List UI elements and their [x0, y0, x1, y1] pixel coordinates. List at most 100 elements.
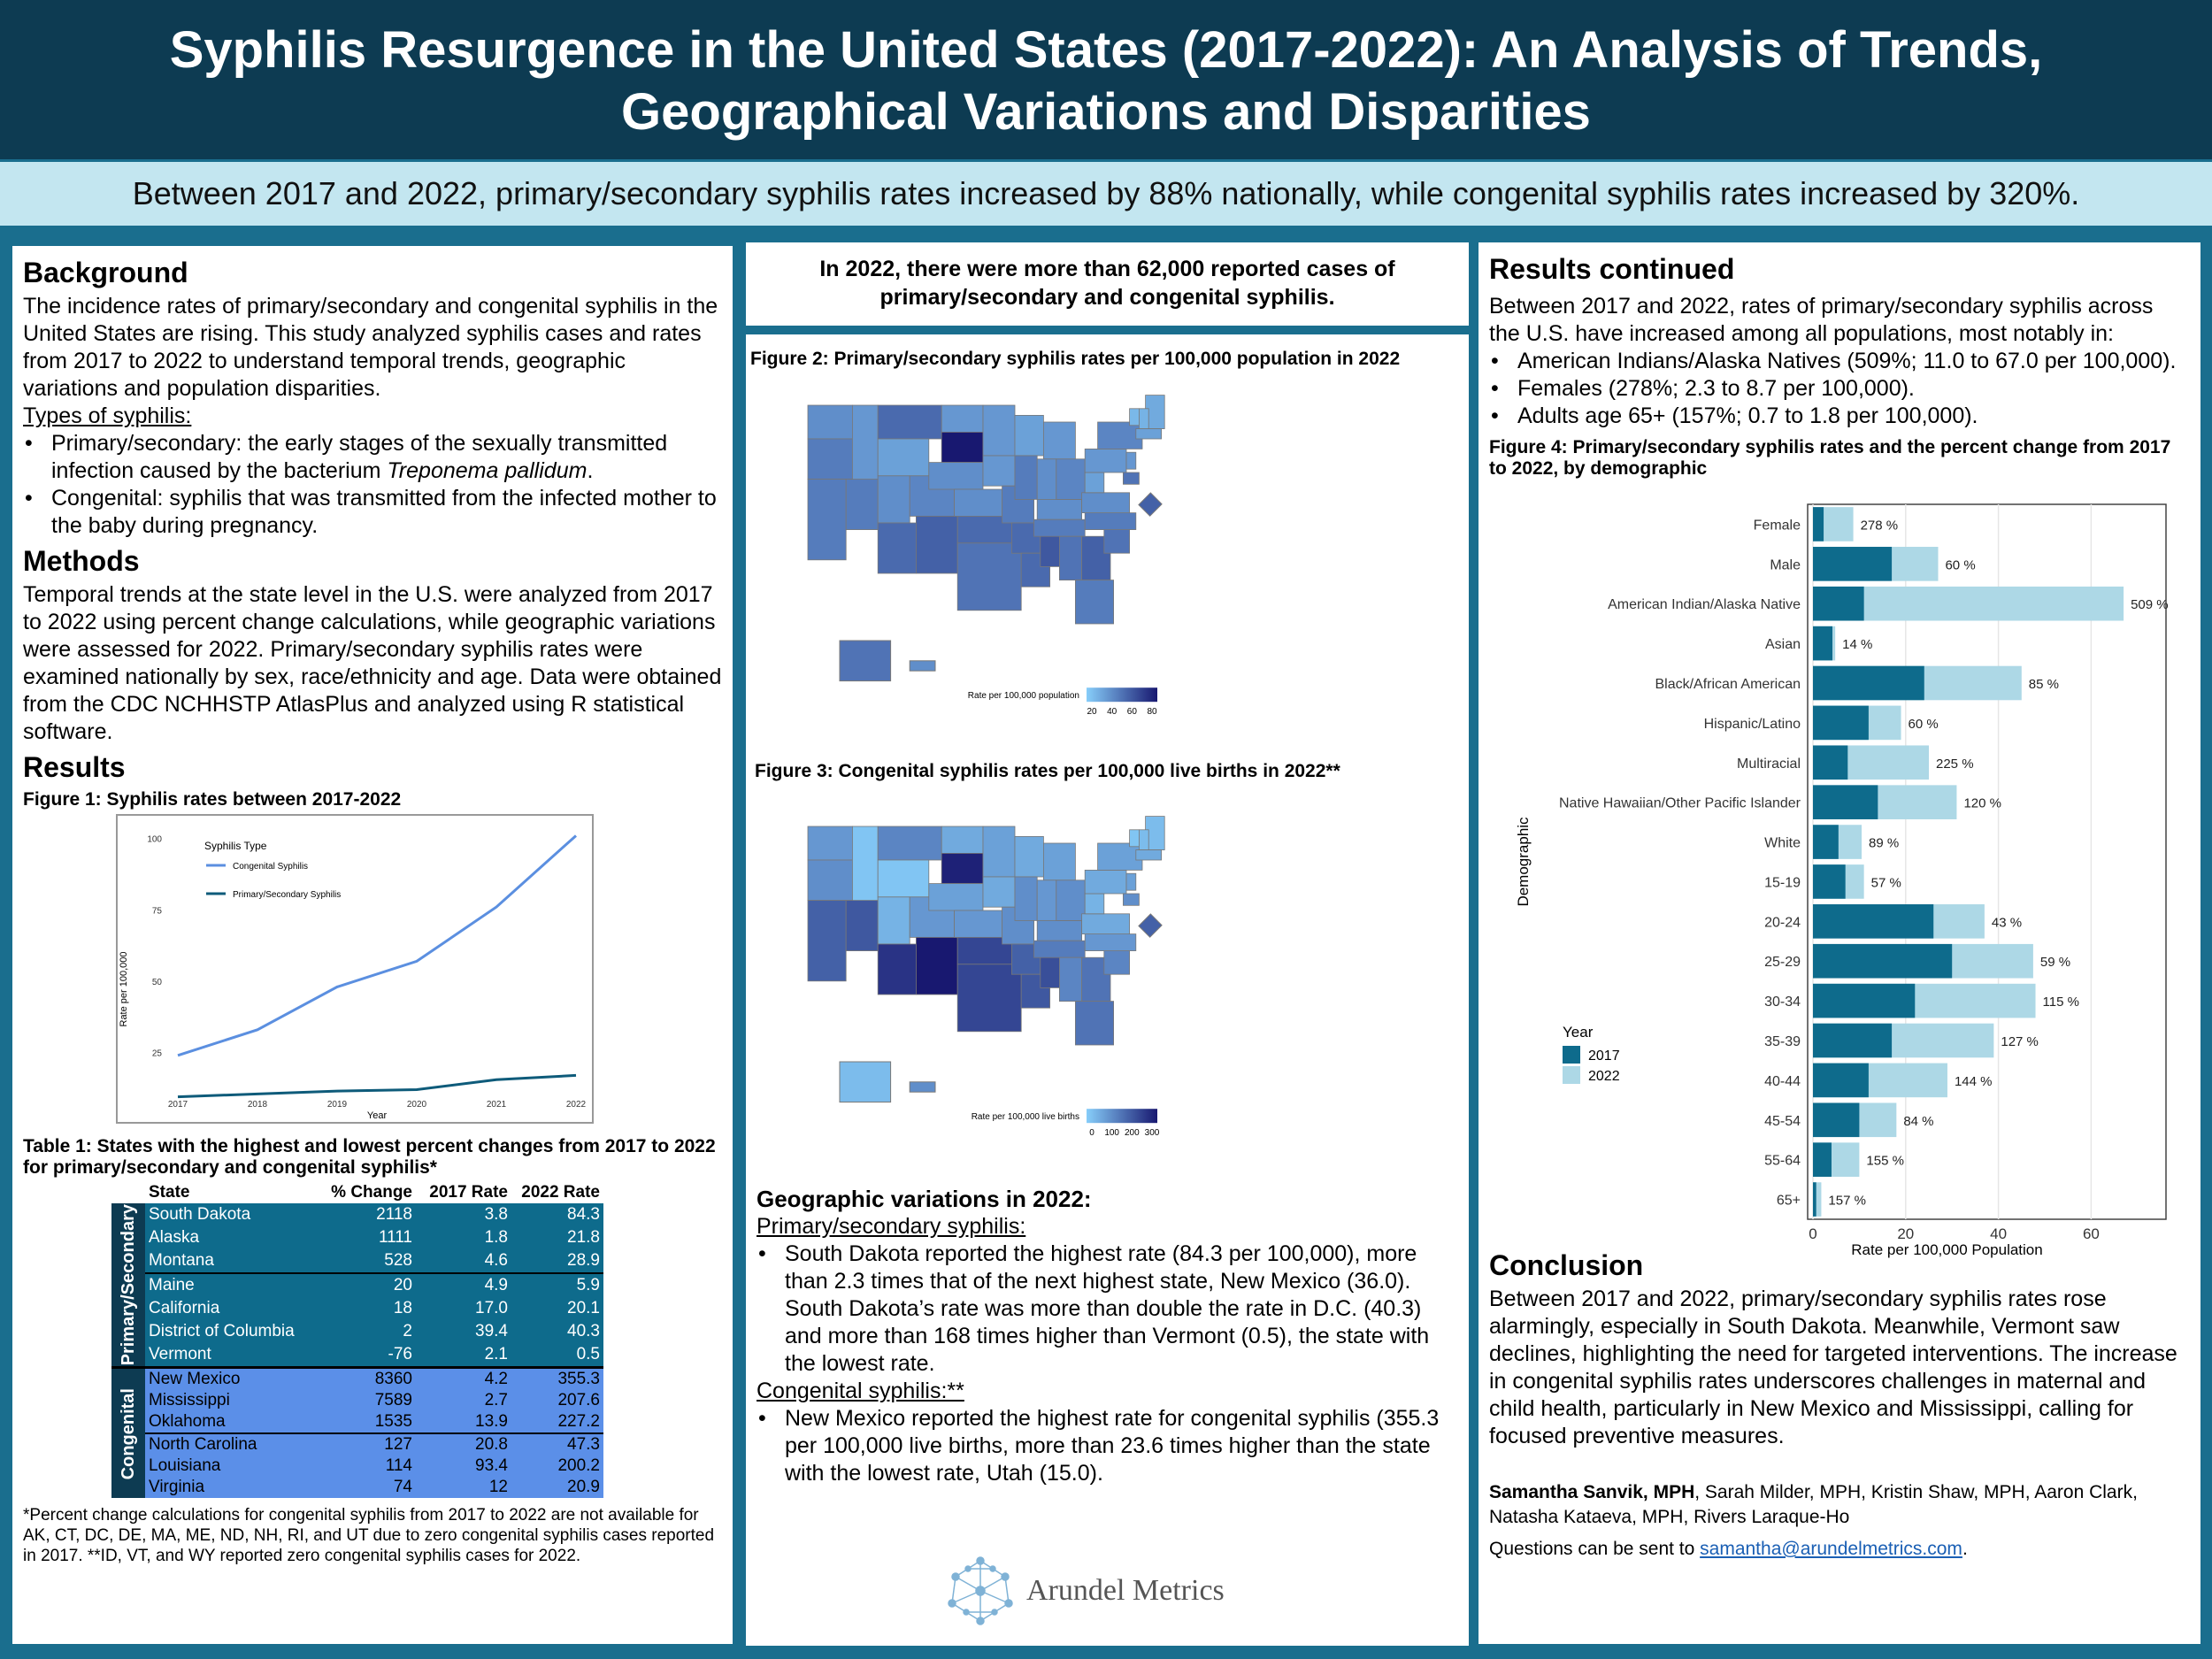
state-vt [1129, 408, 1140, 426]
cell-change: 528 [384, 1251, 412, 1271]
notable-populations-list: American Indians/Alaska Natives (509%; 1… [1489, 348, 2190, 430]
x-tick-label: 2019 [327, 1100, 348, 1110]
table1-caption: Table 1: States with the highest and low… [23, 1136, 716, 1178]
bar-2017 [1813, 1102, 1860, 1138]
percent-change-label: 60 % [1909, 717, 1939, 732]
table-row: Mississippi 7589 2.7 207.6 [111, 1390, 603, 1412]
state-va [1081, 492, 1131, 514]
state-nc [1084, 933, 1137, 952]
callout-text: In 2022, there were more than 62,000 rep… [819, 257, 1395, 310]
state-hi [909, 1081, 936, 1093]
left-column: Background The incidence rates of primar… [12, 246, 733, 1644]
table-row: Virginia 74 12 20.9 [111, 1477, 603, 1499]
state-ma [1135, 849, 1162, 861]
percent-change-label: 89 % [1869, 836, 1899, 851]
percent-change-label: 85 % [2029, 677, 2059, 692]
background-heading: Background [23, 257, 188, 288]
poster-header: Syphilis Resurgence in the United States… [0, 0, 2212, 159]
category-label: Black/African American [1655, 677, 1801, 692]
category-label: 65+ [1777, 1194, 1801, 1209]
state-il [1014, 876, 1038, 921]
cell-change: 74 [393, 1478, 412, 1497]
state-tx [956, 542, 1022, 611]
state-nd [941, 826, 984, 854]
cell-2022: 0.5 [576, 1345, 600, 1364]
figure1-caption: Figure 1: Syphilis rates between 2017-20… [23, 789, 402, 810]
cell-state: Montana [149, 1251, 214, 1271]
legend-tick: 0 [1089, 1128, 1094, 1138]
category-label: Native Hawaiian/Other Pacific Islander [1559, 796, 1801, 811]
state-ak [839, 640, 892, 682]
cell-2022: 207.6 [557, 1391, 600, 1410]
legend-label: Congenital Syphilis [233, 862, 308, 872]
logo-text: Arundel Metrics [1026, 1574, 1225, 1607]
state-dc [1138, 913, 1163, 938]
table-row: District of Columbia 2 39.4 40.3 [111, 1320, 603, 1344]
conclusion-heading: Conclusion [1489, 1249, 1644, 1281]
legend-label: 2017 [1588, 1048, 1620, 1064]
category-label: 40-44 [1764, 1074, 1801, 1089]
state-sc [1103, 950, 1130, 975]
cell-2017: 3.8 [484, 1205, 508, 1224]
cell-2017: 4.9 [484, 1276, 508, 1295]
cell-state: New Mexico [145, 1366, 320, 1391]
cell-2022: 40.3 [567, 1322, 600, 1341]
cell-2022: 21.8 [567, 1228, 600, 1247]
network-logo-icon [948, 1556, 1013, 1625]
state-ca [807, 900, 847, 982]
cell-state: Maine [149, 1276, 195, 1295]
results-continued-intro: Between 2017 and 2022, rates of primary/… [1489, 294, 2154, 346]
cell-state: California [149, 1299, 220, 1318]
state-nv [845, 900, 879, 952]
legend-tick: 60 [1127, 707, 1138, 717]
ps-label: Primary/secondary syphilis: [757, 1214, 1026, 1239]
cell-2022: 47.3 [567, 1435, 600, 1455]
bar-2017 [1813, 864, 1846, 899]
state-nj [1125, 451, 1137, 470]
x-axis-label: Rate per 100,000 Population [1851, 1241, 2042, 1258]
figure1-line-chart: 25 50 75 100 2017 2018 2019 2020 2021 2022 Year Rat… [116, 814, 594, 1124]
cell-state: Oklahoma [149, 1412, 226, 1432]
cell-2022: 5.9 [576, 1276, 600, 1295]
table-row: Congenital New Mexico 8360 4.2 355.3 [111, 1366, 603, 1499]
state-il [1014, 455, 1038, 500]
y-tick-label: 25 [152, 1049, 163, 1059]
bar-2017 [1813, 626, 1833, 661]
table-row: Louisiana 114 93.4 200.2 [111, 1455, 603, 1478]
state-ny [1097, 842, 1143, 871]
type-primary-secondary: Primary/secondary: the early stages of t… [25, 430, 722, 485]
state-nc [1084, 512, 1137, 531]
x-tick-label: 0 [1809, 1225, 1816, 1242]
category-label: Asian [1765, 637, 1801, 652]
legend-colorbar [1087, 687, 1157, 703]
cell-2017: 13.9 [475, 1412, 508, 1432]
state-fl [1074, 580, 1114, 625]
results-heading: Results [23, 751, 126, 783]
percent-change-label: 278 % [1861, 518, 1899, 533]
right-column: Results continued Between 2017 and 2022,… [1479, 242, 2200, 1644]
bar-2022 [1813, 1182, 1822, 1217]
percent-change-label: 59 % [2040, 955, 2070, 970]
state-nh [1138, 408, 1149, 429]
table1-footnote: *Percent change calculations for congeni… [23, 1506, 715, 1566]
percent-change-label: 225 % [1936, 757, 1974, 772]
co-authors: , Sarah Milder, MPH, Kristin Shaw, MPH, … [1489, 1482, 2138, 1527]
contact-email-link[interactable]: samantha@arundelmetrics.com [1700, 1539, 1962, 1559]
th-2022: 2022 Rate [521, 1183, 600, 1202]
cell-2022: 84.3 [567, 1205, 600, 1224]
bar-2017 [1813, 943, 1953, 979]
cell-change: 1111 [378, 1228, 412, 1247]
bar-2017 [1813, 547, 1893, 581]
table-header-row: State % Change 2017 Rate 2022 Rate [111, 1182, 603, 1203]
cell-change: 18 [393, 1299, 412, 1318]
bar-2017 [1813, 1142, 1832, 1177]
percent-change-label: 115 % [2043, 995, 2079, 1010]
x-tick-label: 2021 [487, 1100, 507, 1110]
cell-change: 114 [385, 1456, 412, 1476]
state-ga [1081, 956, 1111, 1002]
state-nj [1125, 872, 1137, 891]
table1: State % Change 2017 Rate 2022 Rate Prima… [111, 1182, 603, 1499]
category-label: 45-54 [1764, 1114, 1801, 1129]
table-row: North Carolina 127 20.8 47.3 [111, 1433, 603, 1456]
figure4-bar-chart: 0 20 40 60 Rate per 100,000 Population Demogr… [1515, 503, 2169, 1258]
